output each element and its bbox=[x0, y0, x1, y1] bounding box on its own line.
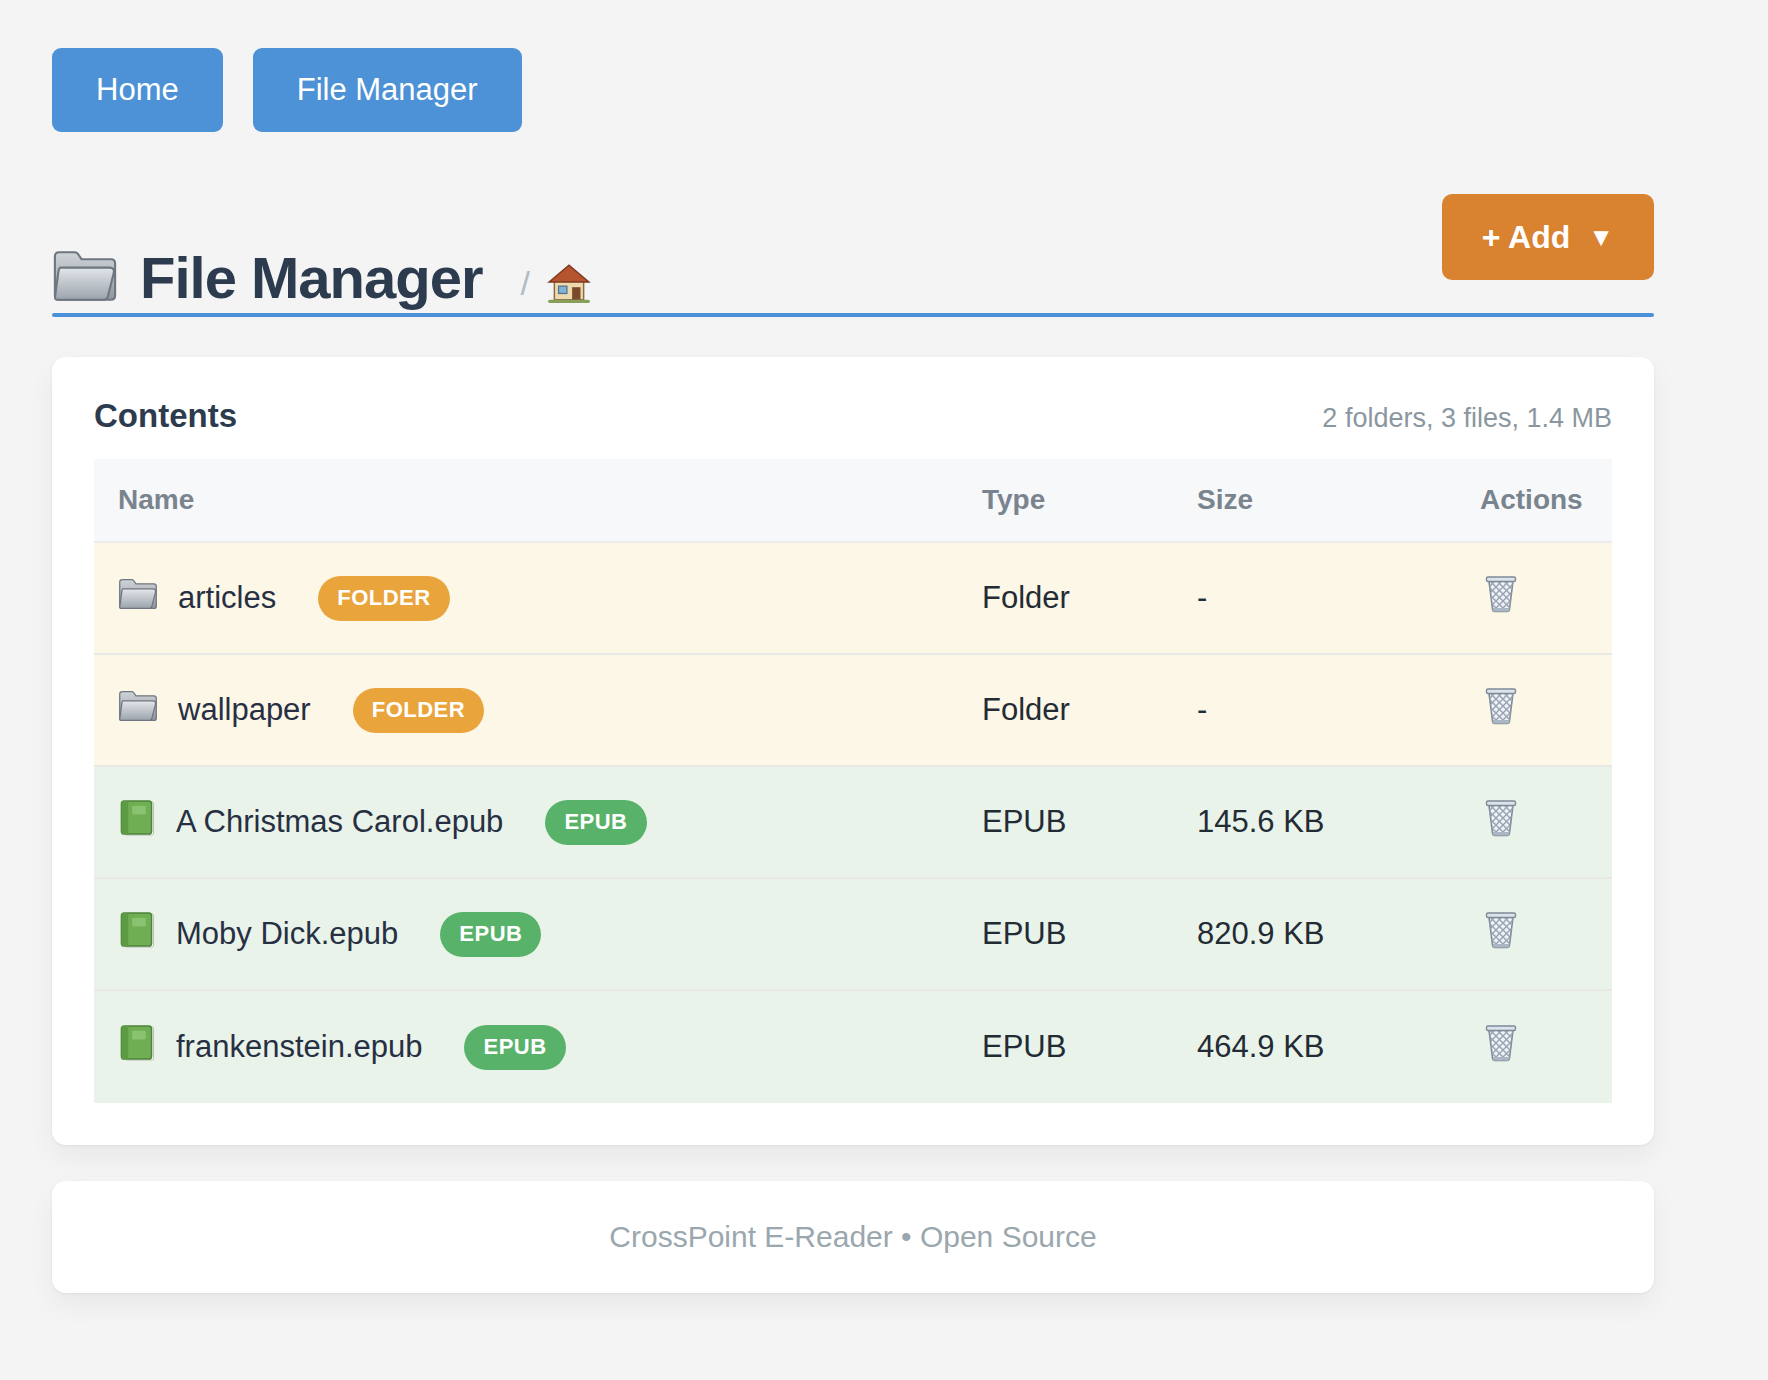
file-type: EPUB bbox=[982, 804, 1197, 840]
type-badge: EPUB bbox=[464, 1025, 565, 1070]
delete-button[interactable] bbox=[1480, 1022, 1520, 1067]
table-header-row: Name Type Size Actions bbox=[94, 459, 1612, 543]
folder-icon bbox=[52, 248, 118, 308]
file-size: - bbox=[1197, 580, 1480, 616]
add-button-label: + Add bbox=[1482, 219, 1571, 256]
footer-text: CrossPoint E-Reader • Open Source bbox=[609, 1220, 1096, 1254]
file-manager-button[interactable]: File Manager bbox=[253, 48, 522, 132]
type-badge: FOLDER bbox=[353, 688, 484, 733]
contents-heading: Contents bbox=[94, 397, 237, 435]
add-button[interactable]: + Add ▼ bbox=[1442, 194, 1654, 280]
contents-card-header: Contents 2 folders, 3 files, 1.4 MB bbox=[94, 397, 1612, 441]
footer: CrossPoint E-Reader • Open Source bbox=[52, 1181, 1654, 1293]
file-size: 820.9 KB bbox=[1197, 916, 1480, 952]
column-header-actions: Actions bbox=[1480, 484, 1612, 516]
book-icon bbox=[118, 1024, 156, 1070]
trash-icon bbox=[1482, 573, 1520, 618]
table-row[interactable]: wallpaper FOLDER Folder - bbox=[94, 655, 1612, 767]
column-header-name: Name bbox=[94, 484, 982, 516]
delete-button[interactable] bbox=[1480, 909, 1520, 954]
trash-icon bbox=[1482, 797, 1520, 842]
file-size: 145.6 KB bbox=[1197, 804, 1480, 840]
file-type: EPUB bbox=[982, 1029, 1197, 1065]
contents-summary: 2 folders, 3 files, 1.4 MB bbox=[1322, 403, 1612, 434]
file-type: Folder bbox=[982, 692, 1197, 728]
home-button[interactable]: Home bbox=[52, 48, 223, 132]
breadcrumb-separator: / bbox=[521, 264, 530, 303]
file-name-link[interactable]: frankenstein.epub bbox=[176, 1029, 422, 1065]
file-size: 464.9 KB bbox=[1197, 1029, 1480, 1065]
column-header-size: Size bbox=[1197, 484, 1480, 516]
table-row[interactable]: A Christmas Carol.epub EPUB EPUB 145.6 K… bbox=[94, 767, 1612, 879]
page-title: File Manager bbox=[140, 244, 483, 311]
type-badge: FOLDER bbox=[318, 576, 449, 621]
file-type: EPUB bbox=[982, 916, 1197, 952]
chevron-down-icon: ▼ bbox=[1588, 222, 1614, 253]
file-name-link[interactable]: Moby Dick.epub bbox=[176, 916, 398, 952]
table-row[interactable]: articles FOLDER Folder - bbox=[94, 543, 1612, 655]
folder-icon bbox=[118, 689, 158, 731]
type-badge: EPUB bbox=[440, 912, 541, 957]
breadcrumb: / bbox=[521, 248, 592, 308]
delete-button[interactable] bbox=[1480, 685, 1520, 730]
book-icon bbox=[118, 799, 156, 845]
trash-icon bbox=[1482, 1022, 1520, 1067]
page-header: File Manager / + Add ▼ bbox=[52, 194, 1654, 311]
delete-button[interactable] bbox=[1480, 573, 1520, 618]
page: Home File Manager File Manager / + Add ▼… bbox=[52, 48, 1654, 1293]
type-badge: EPUB bbox=[545, 800, 646, 845]
table-row[interactable]: Moby Dick.epub EPUB EPUB 820.9 KB bbox=[94, 879, 1612, 991]
trash-icon bbox=[1482, 909, 1520, 954]
header-divider bbox=[52, 313, 1654, 317]
book-icon bbox=[118, 911, 156, 957]
delete-button[interactable] bbox=[1480, 797, 1520, 842]
file-name-link[interactable]: articles bbox=[178, 580, 276, 616]
table-row[interactable]: frankenstein.epub EPUB EPUB 464.9 KB bbox=[94, 991, 1612, 1103]
file-size: - bbox=[1197, 692, 1480, 728]
contents-card: Contents 2 folders, 3 files, 1.4 MB Name… bbox=[52, 357, 1654, 1145]
home-icon[interactable] bbox=[546, 260, 592, 308]
file-type: Folder bbox=[982, 580, 1197, 616]
column-header-type: Type bbox=[982, 484, 1197, 516]
top-nav: Home File Manager bbox=[52, 48, 1654, 132]
title-group: File Manager / bbox=[52, 194, 592, 311]
file-table: Name Type Size Actions articles FOLDER F… bbox=[94, 459, 1612, 1103]
trash-icon bbox=[1482, 685, 1520, 730]
file-name-link[interactable]: A Christmas Carol.epub bbox=[176, 804, 503, 840]
folder-icon bbox=[118, 577, 158, 619]
file-name-link[interactable]: wallpaper bbox=[178, 692, 311, 728]
